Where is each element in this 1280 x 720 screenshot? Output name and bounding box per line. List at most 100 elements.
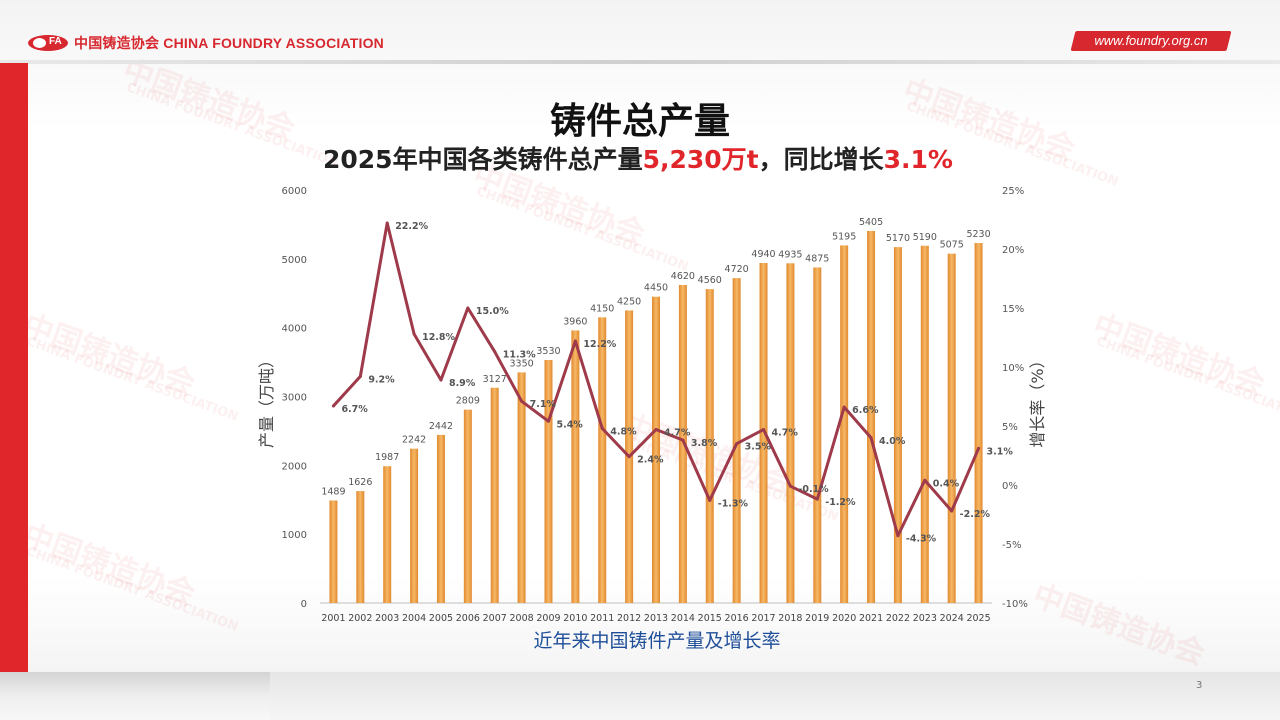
- bar-value-label: 4450: [644, 283, 668, 294]
- growth-rate-point: [573, 339, 577, 343]
- bar-value-label: 3350: [510, 358, 534, 369]
- growth-rate-label: -4.3%: [906, 534, 937, 545]
- growth-rate-label: -0.1%: [798, 484, 829, 495]
- growth-rate-label: -1.2%: [825, 497, 856, 508]
- growth-rate-label: 9.2%: [368, 374, 395, 385]
- bar: [840, 245, 849, 603]
- left-axis-tick-label: 4000: [282, 324, 307, 335]
- bar: [705, 289, 714, 603]
- right-axis-tick-label: 15%: [1002, 304, 1024, 315]
- x-axis-tick-label: 2007: [483, 613, 507, 624]
- bar: [732, 278, 741, 603]
- growth-rate-label: 3.1%: [987, 446, 1014, 457]
- x-axis-tick-label: 2019: [805, 613, 829, 624]
- bar: [947, 253, 956, 603]
- growth-rate-label: 11.3%: [503, 350, 536, 361]
- growth-rate-point: [735, 442, 739, 446]
- growth-rate-point: [896, 534, 900, 538]
- bar: [867, 230, 876, 604]
- chart-caption: 近年来中国铸件产量及增长率: [533, 630, 781, 652]
- x-axis-tick-label: 2003: [375, 613, 399, 624]
- slide-title: 铸件总产量: [549, 101, 730, 142]
- bar: [678, 284, 687, 603]
- bar-value-label: 5170: [886, 233, 910, 244]
- growth-rate-label: 12.2%: [583, 339, 616, 350]
- subtitle-growth-value: 3.1%: [883, 145, 953, 174]
- growth-rate-label: 8.9%: [449, 378, 476, 389]
- growth-rate-label: 15.0%: [476, 306, 509, 317]
- bar: [598, 317, 607, 603]
- x-axis-tick-label: 2001: [321, 613, 345, 624]
- growth-rate-label: 4.7%: [772, 428, 799, 439]
- x-axis-tick-label: 2023: [913, 613, 937, 624]
- right-axis-tick-label: 25%: [1002, 186, 1024, 197]
- x-axis-tick-label: 2004: [402, 613, 426, 624]
- bar-value-label: 1987: [375, 452, 399, 463]
- x-axis-tick-label: 2020: [832, 613, 856, 624]
- bar-value-label: 3530: [536, 346, 560, 357]
- bar: [383, 466, 392, 603]
- right-axis-tick-label: 10%: [1002, 363, 1024, 374]
- growth-rate-point: [520, 399, 524, 403]
- x-axis-tick-label: 2022: [886, 613, 910, 624]
- footer-band-right: [270, 672, 1280, 720]
- x-axis-tick-label: 2012: [617, 613, 641, 624]
- subtitle-total-value: 5,230万t: [642, 145, 759, 174]
- bar: [410, 448, 419, 603]
- x-axis-tick-label: 2010: [563, 613, 587, 624]
- left-axis-tick-label: 5000: [282, 255, 307, 266]
- growth-rate-label: 4.8%: [610, 426, 637, 437]
- header-divider: [0, 60, 1280, 64]
- growth-rate-label: 22.2%: [395, 221, 428, 232]
- left-axis-tick-label: 6000: [282, 186, 307, 197]
- subtitle-prefix: 2025年中国各类铸件总产量: [323, 145, 643, 174]
- left-axis-tick-label: 1000: [282, 530, 307, 541]
- growth-rate-label: -2.2%: [960, 509, 991, 520]
- growth-rate-label: 4.7%: [664, 428, 691, 439]
- bar-value-label: 5230: [966, 229, 990, 240]
- growth-rate-label: 5.4%: [556, 419, 583, 430]
- x-axis-tick-label: 2005: [429, 613, 453, 624]
- bar: [436, 434, 445, 603]
- left-accent-bar: [0, 63, 28, 673]
- growth-rate-label: 4.0%: [879, 436, 906, 447]
- growth-rate-point: [842, 405, 846, 409]
- growth-rate-label: 12.8%: [422, 332, 455, 343]
- growth-rate-point: [950, 509, 954, 513]
- growth-rate-point: [977, 446, 981, 450]
- x-axis-tick-label: 2011: [590, 613, 614, 624]
- growth-rate-point: [546, 419, 550, 423]
- growth-rate-point: [466, 306, 470, 310]
- association-name: 中国铸造协会 CHINA FOUNDRY ASSOCIATION: [74, 35, 384, 51]
- page-number: 3: [1196, 680, 1203, 691]
- right-axis-tick-label: 0%: [1002, 481, 1018, 492]
- right-axis-tick-label: -10%: [1002, 599, 1028, 610]
- growth-rate-point: [681, 438, 685, 442]
- slide-subtitle: 2025年中国各类铸件总产量5,230万t，同比增长3.1%: [0, 140, 1276, 176]
- growth-rate-point: [869, 436, 873, 440]
- growth-rate-label: 0.4%: [933, 478, 960, 489]
- x-axis-tick-label: 2017: [751, 613, 775, 624]
- x-axis-tick-label: 2018: [778, 613, 802, 624]
- bar-value-label: 3127: [483, 374, 507, 385]
- bar-value-label: 5075: [940, 240, 964, 251]
- bar: [652, 296, 660, 603]
- left-axis-title: 产量（万吨）: [257, 352, 276, 448]
- growth-rate-point: [654, 428, 658, 432]
- growth-rate-point: [627, 455, 631, 459]
- growth-rate-label: 6.6%: [852, 405, 879, 416]
- x-axis-tick-label: 2014: [671, 613, 695, 624]
- x-axis-tick-label: 2025: [966, 613, 990, 624]
- growth-rate-point: [708, 498, 712, 502]
- growth-rate-point: [493, 350, 497, 354]
- left-axis-tick-label: 2000: [282, 461, 307, 472]
- left-axis-tick-label: 0: [301, 599, 307, 610]
- growth-rate-point: [358, 374, 362, 378]
- bar: [356, 491, 365, 603]
- bar-value-label: 4940: [751, 249, 775, 260]
- cfa-logo: FA 中国铸造协会 CHINA FOUNDRY ASSOCIATION: [28, 33, 384, 53]
- growth-rate-label: 3.8%: [691, 438, 718, 449]
- x-axis-tick-label: 2009: [536, 613, 560, 624]
- growth-rate-point: [815, 497, 819, 501]
- slide-header: FA 中国铸造协会 CHINA FOUNDRY ASSOCIATION www.…: [0, 0, 1280, 62]
